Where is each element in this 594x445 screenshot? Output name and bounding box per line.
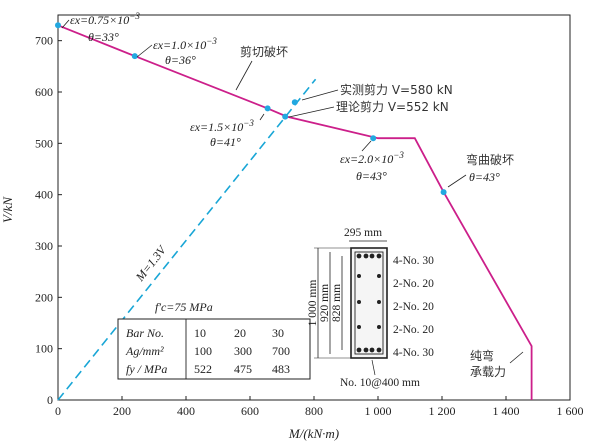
annotation-shear-failure: 剪切破坏 <box>235 44 288 91</box>
p2-strain: εx=1.0×10 <box>153 38 206 52</box>
theoretical-shear-label: 理论剪力 V=552 kN <box>336 99 449 114</box>
p4-strain: εx=2.0×10 <box>340 152 393 166</box>
x-tick-label: 400 <box>177 404 195 418</box>
x-tick-label: 1 400 <box>493 404 520 418</box>
cross-section: 295 mm 1 000 mm 920 mm 828 mm 4-No. 30 2… <box>307 227 434 389</box>
flexural-failure-label: 弯曲破坏 <box>466 152 514 167</box>
annotation-p2: εx=1.0×10−3 θ=36° <box>136 36 217 67</box>
line-m13v-label: M=1.3V <box>132 242 170 285</box>
data-point <box>131 53 138 60</box>
data-point <box>282 113 289 120</box>
shear-failure-label: 剪切破坏 <box>240 44 288 59</box>
pure-bending-label-1: 纯弯 <box>470 348 494 363</box>
y-tick-label: 400 <box>35 188 53 202</box>
svg-text:εx=1.0×10−3: εx=1.0×10−3 <box>153 36 217 52</box>
annotation-measured: 实测剪力 V=580 kN <box>301 82 453 101</box>
flexural-theta: θ=43° <box>469 170 500 184</box>
table-row-header: Ag/mm² <box>125 344 164 358</box>
table-row-header: fy / MPa <box>126 362 167 376</box>
series-line-m13v <box>57 78 317 401</box>
measured-shear-label: 实测剪力 V=580 kN <box>340 82 453 97</box>
y-axis-title: V/kN <box>0 196 15 223</box>
p2-exp: −3 <box>206 36 217 46</box>
svg-text:εx=0.75×10−3: εx=0.75×10−3 <box>70 11 140 27</box>
table-row-header: Bar No. <box>126 326 164 340</box>
data-point <box>440 189 447 196</box>
axis-ticks: 0 200 400 600 800 1 000 1 200 1 400 1 600 0 100 200… <box>35 34 584 418</box>
annotation-p1: εx=0.75×10−3 θ=33° <box>61 11 140 44</box>
data-point <box>55 22 61 29</box>
table-cell: 100 <box>194 344 212 358</box>
y-tick-label: 100 <box>35 342 53 356</box>
y-tick-label: 300 <box>35 239 53 253</box>
svg-text:εx=1.5×10−3: εx=1.5×10−3 <box>190 118 254 134</box>
x-tick-label: 800 <box>305 404 323 418</box>
table-cell: 30 <box>272 326 284 340</box>
dim-920-label: 920 mm <box>319 284 331 322</box>
material-table: Bar No. 10 20 30 Ag/mm² 100 300 700 fy / MPa 522 4… <box>117 318 311 380</box>
data-point <box>264 105 271 112</box>
y-tick-label: 200 <box>35 290 53 304</box>
x-tick-label: 0 <box>55 404 61 418</box>
x-tick-label: 1 000 <box>365 404 392 418</box>
data-point <box>370 135 377 142</box>
fc-label: f′c=75 MPa <box>155 300 213 314</box>
series-interaction-curve <box>57 24 533 400</box>
y-tick-label: 0 <box>47 393 53 407</box>
p3-exp: −3 <box>243 118 254 128</box>
table-cell: 522 <box>194 362 212 376</box>
y-tick-label: 700 <box>35 34 53 48</box>
annotation-pure-bending: 纯弯 承载力 <box>470 348 524 379</box>
table-cell: 300 <box>234 344 252 358</box>
table-cell: 10 <box>194 326 206 340</box>
p1-theta: θ=33° <box>88 30 119 44</box>
bar-label-2: 2-No. 20 <box>393 278 434 290</box>
y-tick-label: 500 <box>35 136 53 150</box>
p2-theta: θ=36° <box>165 53 196 67</box>
x-tick-label: 600 <box>241 404 259 418</box>
table-cell: 700 <box>272 344 290 358</box>
bar-label-5: 4-No. 30 <box>393 347 434 359</box>
data-point <box>291 99 298 106</box>
x-tick-label: 200 <box>113 404 131 418</box>
dim-1000-label: 1 000 mm <box>307 280 319 327</box>
bar-label-3: 2-No. 20 <box>393 301 434 313</box>
y-tick-label: 600 <box>35 85 53 99</box>
stirrup-label: No. 10@400 mm <box>340 377 420 389</box>
x-tick-label: 1 200 <box>429 404 456 418</box>
p1-exp: −3 <box>129 11 140 21</box>
pure-bending-label-2: 承载力 <box>470 365 506 379</box>
x-tick-label: 1 600 <box>557 404 584 418</box>
section-outline <box>350 247 388 359</box>
svg-text:εx=2.0×10−3: εx=2.0×10−3 <box>340 150 404 166</box>
table-cell: 483 <box>272 362 290 376</box>
p3-theta: θ=41° <box>210 135 241 149</box>
annotation-p3: εx=1.5×10−3 θ=41° <box>190 113 265 149</box>
table-cell: 475 <box>234 362 252 376</box>
annotation-theoretical: 理论剪力 V=552 kN <box>288 99 449 118</box>
section-bars <box>356 253 382 353</box>
p1-strain: εx=0.75×10 <box>70 13 129 27</box>
section-width-label: 295 mm <box>344 227 382 239</box>
bar-label-1: 4-No. 30 <box>393 255 434 267</box>
data-points <box>55 22 447 196</box>
annotation-p4: εx=2.0×10−3 θ=43° <box>340 140 404 183</box>
dim-828-label: 828 mm <box>331 284 343 322</box>
p4-exp: −3 <box>393 150 404 160</box>
p3-strain: εx=1.5×10 <box>190 120 243 134</box>
annotation-flexural: 弯曲破坏 θ=43° <box>447 152 514 188</box>
x-axis-title: M/(kN·m) <box>288 426 339 441</box>
bar-label-4: 2-No. 20 <box>393 324 434 336</box>
p4-theta: θ=43° <box>356 169 387 183</box>
table-cell: 20 <box>234 326 246 340</box>
